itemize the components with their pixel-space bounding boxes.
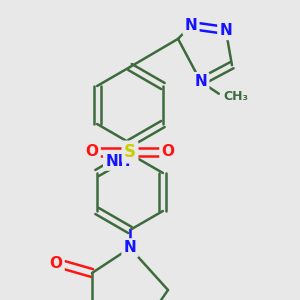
Text: O: O xyxy=(50,256,62,271)
Text: O: O xyxy=(85,145,98,160)
Text: N: N xyxy=(220,23,232,38)
Text: NH: NH xyxy=(105,154,131,169)
Text: N: N xyxy=(124,241,136,256)
Text: N: N xyxy=(194,74,207,89)
Text: S: S xyxy=(124,143,136,161)
Text: N: N xyxy=(184,18,197,33)
Text: O: O xyxy=(161,145,175,160)
Text: CH₃: CH₃ xyxy=(224,90,249,103)
